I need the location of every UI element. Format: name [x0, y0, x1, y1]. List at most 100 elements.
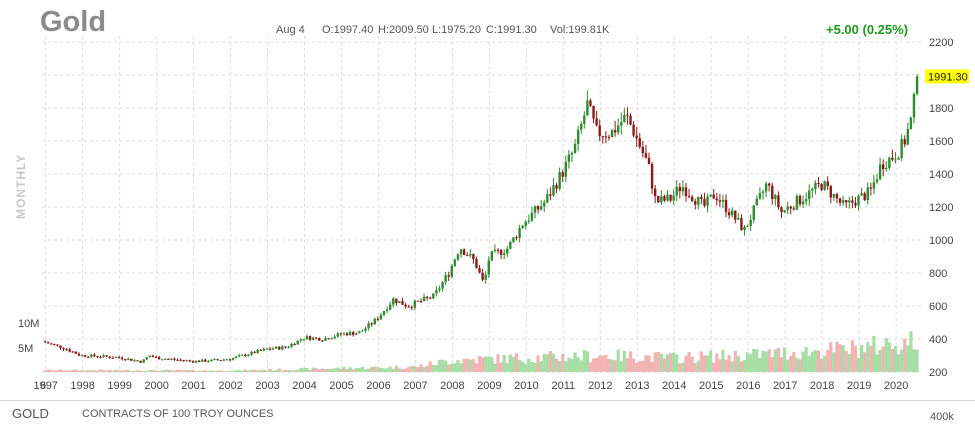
volume-bar	[659, 353, 663, 372]
volume-bar	[490, 357, 494, 372]
candle-body	[835, 194, 839, 199]
candle-body	[851, 200, 854, 203]
candle-body	[620, 122, 623, 126]
candle-body	[237, 355, 241, 357]
candle-body	[71, 351, 75, 353]
volume-bar	[367, 368, 371, 372]
volume-bar	[613, 360, 617, 372]
candle-body	[373, 318, 376, 325]
candle-body	[752, 205, 755, 220]
volume-bar	[200, 370, 204, 372]
candle-body	[878, 164, 882, 180]
volume-bar	[878, 349, 882, 372]
volume-bar	[779, 357, 784, 372]
volume-bar	[545, 354, 549, 372]
candle-body	[715, 198, 718, 201]
candle-body	[419, 300, 423, 302]
candle-body	[616, 125, 620, 133]
volume-bar	[425, 365, 429, 372]
volume-bar	[289, 370, 294, 372]
volume-bar	[225, 371, 229, 372]
volume-bar	[653, 352, 657, 372]
candle-body	[96, 356, 99, 358]
axes: 200 400 600 800 1000 1200 1400 1600 1800 2000 2200…	[18, 37, 969, 392]
candle-body	[730, 210, 734, 216]
volume-bar	[52, 370, 56, 372]
x-tick-label: 2011	[552, 380, 576, 392]
candle-body	[281, 346, 284, 350]
candle-body	[804, 199, 808, 202]
volume-bar	[718, 359, 722, 372]
candle-body	[706, 196, 709, 206]
volume-bar	[323, 368, 328, 372]
candle-body	[502, 253, 506, 255]
candle-body	[324, 338, 327, 341]
candle-body	[216, 359, 219, 361]
volume-bar	[219, 370, 223, 372]
candle-body	[518, 228, 521, 238]
candle-body	[727, 212, 731, 216]
candle-body	[321, 340, 324, 342]
candle-body	[663, 196, 666, 201]
candle-body	[604, 136, 608, 138]
candle-body	[401, 301, 404, 305]
candle-body	[185, 360, 189, 362]
volume-bar	[684, 355, 688, 372]
volume-bar	[456, 360, 460, 372]
volume-bar	[573, 352, 577, 372]
volume-bar	[354, 368, 358, 372]
volume-bar	[234, 370, 238, 372]
volume-bar	[274, 370, 278, 372]
volume-bar	[382, 368, 386, 372]
volume-bar	[477, 356, 482, 372]
candle-body	[900, 139, 903, 158]
candle-body	[466, 254, 469, 256]
candle-body	[318, 338, 321, 341]
candle-body	[130, 358, 133, 361]
candle-body	[530, 212, 534, 221]
volume-bar	[271, 370, 275, 372]
volume-bar	[299, 368, 303, 372]
candle-body	[407, 306, 410, 308]
volume-bar	[591, 358, 596, 372]
candle-body	[160, 359, 164, 361]
candle-body	[906, 129, 910, 145]
volume-bar	[739, 361, 744, 372]
volume-bar	[832, 352, 836, 372]
volume-bar	[564, 361, 568, 372]
candle-body	[422, 296, 426, 302]
candle-body	[493, 249, 497, 252]
candle-body	[197, 360, 201, 362]
volume-bar	[142, 371, 146, 372]
volume-bar	[598, 355, 602, 372]
candle-body	[758, 192, 762, 199]
volume-bar	[474, 363, 479, 372]
volume-bar	[733, 351, 737, 372]
volume-bar	[283, 369, 288, 372]
candle-body	[718, 200, 722, 202]
volume-bar	[746, 352, 750, 372]
volume-bar	[166, 369, 170, 372]
x-tick-label: 2002	[218, 380, 242, 392]
volume-bar	[431, 364, 435, 372]
candle-body	[789, 206, 792, 209]
candle-body	[484, 274, 487, 280]
candle-body	[453, 259, 457, 266]
candle-body	[259, 350, 262, 352]
candle-body	[435, 290, 438, 294]
candle-body	[213, 359, 216, 361]
volume-bar	[422, 367, 426, 372]
candle-body	[157, 357, 161, 360]
candle-body	[410, 307, 413, 309]
volume-bar	[345, 368, 349, 372]
candle-body	[469, 254, 472, 256]
volume-bar	[447, 364, 451, 372]
volume-bar	[786, 359, 790, 372]
x-tick-label: 2004	[292, 380, 316, 392]
candle-body	[592, 105, 595, 119]
volume-bar	[742, 360, 747, 372]
volume-bar	[440, 359, 445, 372]
candle-body	[290, 343, 293, 347]
volume-bar	[175, 369, 180, 372]
